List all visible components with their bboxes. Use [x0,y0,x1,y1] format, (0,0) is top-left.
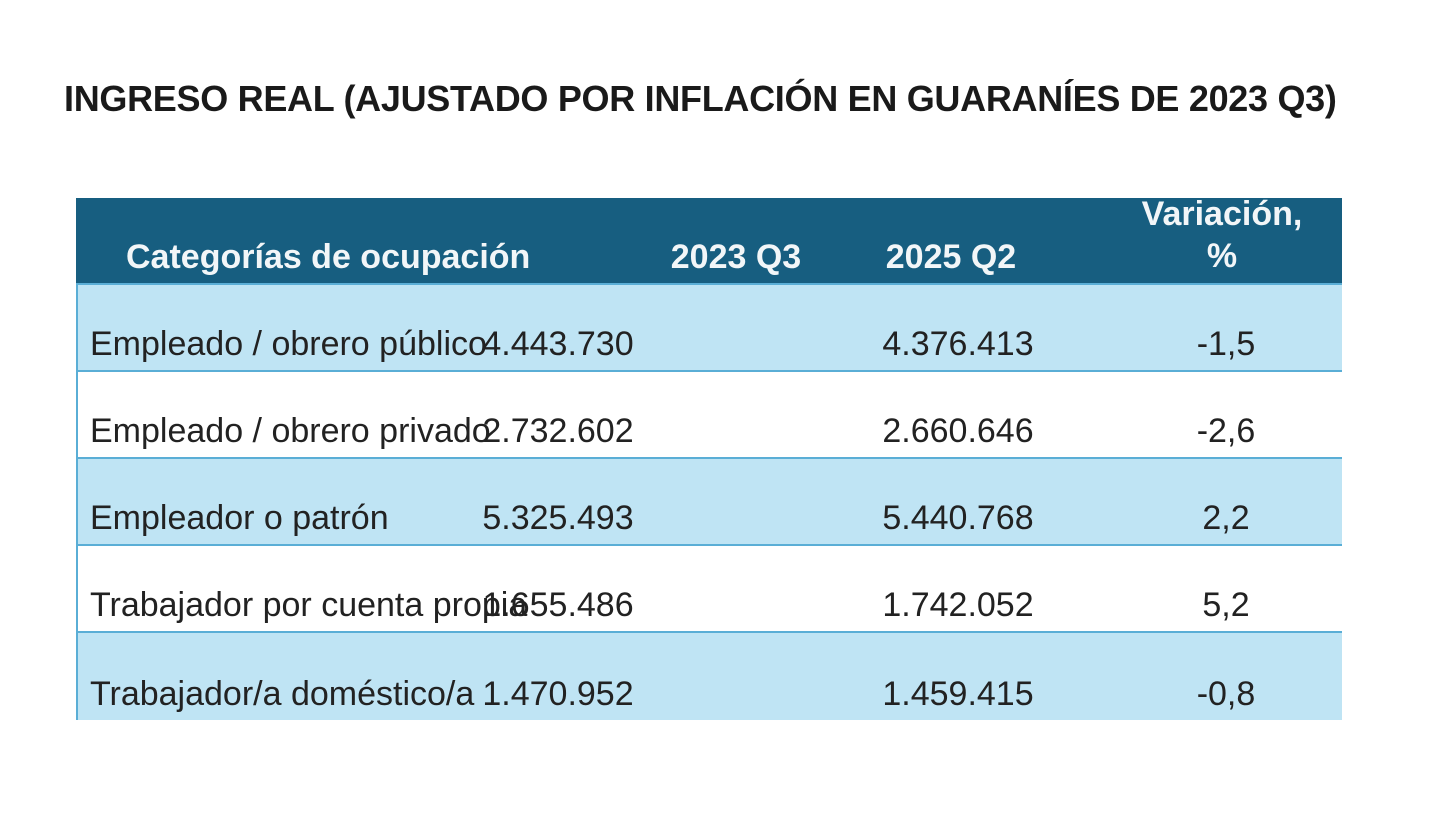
table-header: Categorías de ocupación 2023 Q3 2025 Q2 … [76,195,1342,285]
cell-2025-q2: 2.660.646 [882,412,1034,450]
cell-variation: 2,2 [1202,499,1250,537]
cell-2023-q3: 5.325.493 [482,499,634,537]
table-row: Empleado / obrero público 4.443.730 4.37… [76,285,1342,372]
cell-2023-q3: 2.732.602 [482,412,634,450]
header-2023-q3: 2023 Q3 [670,238,802,276]
cell-variation: -2,6 [1196,412,1256,450]
header-variation-line1: Variación, [1141,195,1303,233]
cell-category: Empleado / obrero público [90,325,487,363]
header-category: Categorías de ocupación [126,238,531,276]
cell-2025-q2: 1.742.052 [882,586,1034,624]
cell-category: Empleador o patrón [90,499,389,537]
cell-category: Trabajador por cuenta propia [90,586,528,624]
cell-2025-q2: 5.440.768 [882,499,1034,537]
cell-2023-q3: 4.443.730 [482,325,634,363]
cell-2025-q2: 4.376.413 [882,325,1034,363]
header-2025-q2: 2025 Q2 [885,238,1017,276]
table-row: Empleado / obrero privado 2.732.602 2.66… [76,372,1342,459]
cell-variation: 5,2 [1202,586,1250,624]
cell-2025-q2: 1.459.415 [882,675,1034,713]
cell-category: Empleado / obrero privado [90,412,491,450]
cell-variation: -0,8 [1196,675,1256,713]
cell-2023-q3: 1.655.486 [482,586,634,624]
table-row: Trabajador por cuenta propia 1.655.486 1… [76,546,1342,633]
table-row: Empleador o patrón 5.325.493 5.440.768 2… [76,459,1342,546]
income-table: Categorías de ocupación 2023 Q3 2025 Q2 … [76,195,1342,720]
cell-variation: -1,5 [1196,325,1256,363]
header-variation: Variación,% [1102,193,1342,277]
table-row: Trabajador/a doméstico/a 1.470.952 1.459… [76,633,1342,720]
header-variation-line2: % [1206,237,1238,275]
cell-2023-q3: 1.470.952 [482,675,634,713]
page-title: INGRESO REAL (AJUSTADO POR INFLACIÓN EN … [64,78,1337,119]
cell-category: Trabajador/a doméstico/a [90,675,475,713]
